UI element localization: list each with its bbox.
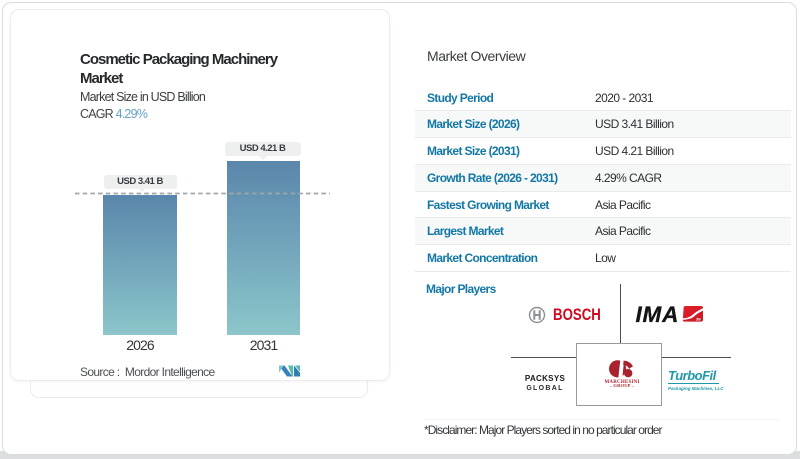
svg-text:3N: 3N xyxy=(696,317,701,321)
